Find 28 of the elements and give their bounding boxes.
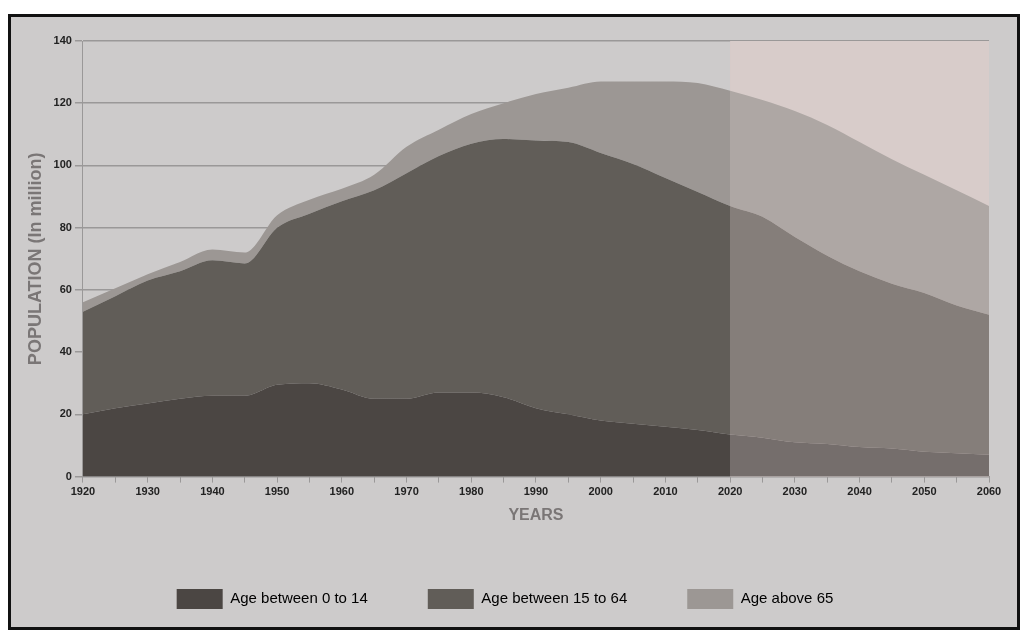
x-tick-label: 2010 [653,485,678,498]
x-tick-label: 1930 [135,485,160,498]
x-tick-label: 2060 [976,485,1002,498]
x-tick-label: 2040 [847,485,872,498]
x-tick-label: 2030 [782,485,808,498]
x-tick-label: 2020 [717,485,743,498]
x-axis-title: YEARS [508,505,564,523]
y-tick-label: 40 [59,345,72,358]
x-tick-label: 1920 [70,485,96,498]
x-tick-label: 1940 [200,485,225,498]
y-tick-label: 100 [53,158,72,171]
legend-label: Age above 65 [740,589,834,607]
x-tick-label: 1990 [523,485,549,498]
y-tick-label: 120 [53,96,72,109]
y-tick-label: 60 [59,282,72,295]
y-tick-label: 140 [53,34,72,47]
legend-label: Age between 15 to 64 [481,589,628,607]
y-tick-label: 80 [59,220,72,233]
x-tick-label: 2000 [588,485,613,498]
x-tick-label: 1980 [459,485,484,498]
x-tick-label: 1970 [394,485,419,498]
x-tick-label: 2050 [912,485,937,498]
y-axis-title: POPULATION (In million) [24,152,45,366]
x-tick-label: 1950 [264,485,290,498]
legend-label: Age between 0 to 14 [230,589,368,607]
y-tick-label: 0 [65,469,72,482]
x-tick-label: 1960 [329,485,355,498]
y-tick-label: 20 [59,407,72,420]
